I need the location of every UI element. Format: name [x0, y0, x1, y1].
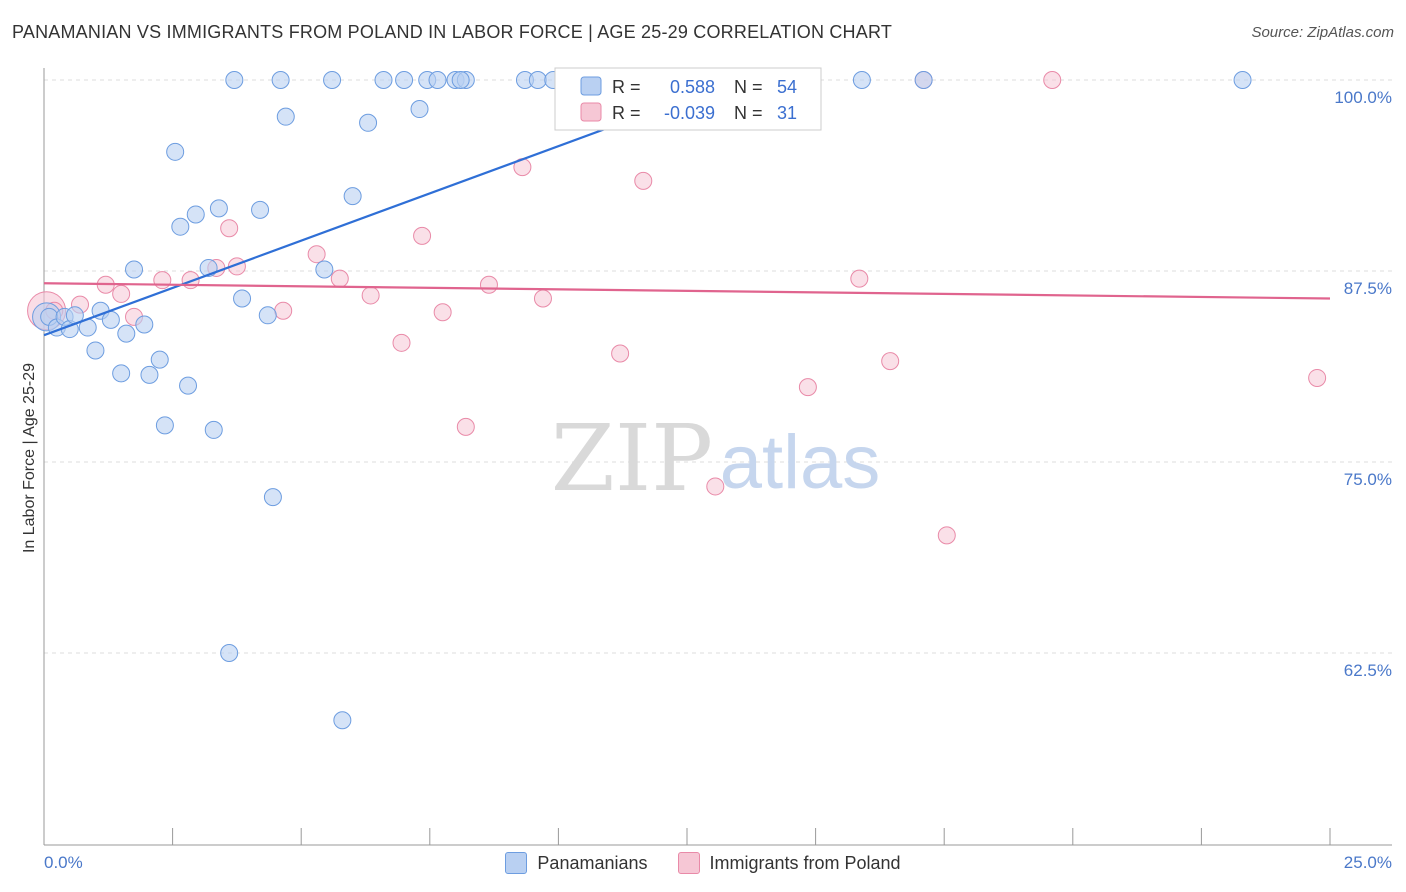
point-panamanians: [86, 341, 105, 360]
point-panamanians: [263, 488, 282, 507]
point-panamanians: [125, 260, 144, 279]
legend-n-label-2: N =: [734, 103, 763, 123]
point-poland: [220, 219, 239, 238]
point-panamanians: [112, 364, 131, 383]
point-panamanians: [914, 71, 933, 89]
point-poland: [881, 352, 900, 371]
legend-label-panamanians: Panamanians: [537, 852, 648, 873]
series-panamanians-points: [32, 71, 1252, 730]
point-panamanians: [410, 100, 429, 119]
legend-swatch-pink: [580, 102, 602, 122]
point-panamanians: [451, 71, 470, 89]
legend-r-label-1: R =: [612, 77, 641, 97]
watermark: ZIP atlas: [551, 405, 880, 512]
legend-r-label-2: R =: [612, 103, 641, 123]
point-panamanians: [251, 200, 270, 219]
point-panamanians: [528, 71, 547, 89]
point-poland: [611, 344, 630, 363]
point-poland: [112, 284, 131, 303]
point-panamanians: [428, 71, 447, 89]
point-panamanians: [166, 142, 185, 161]
legend-label-poland: Immigrants from Poland: [709, 852, 901, 873]
trend-line-poland: [43, 282, 1331, 300]
point-panamanians: [258, 306, 277, 325]
gridlines: [44, 79, 1392, 654]
watermark-zip: ZIP: [551, 405, 713, 512]
legend-r-value-1: 0.588: [670, 77, 715, 97]
y-tick-label: 87.5%: [1344, 279, 1392, 298]
point-panamanians: [117, 324, 136, 343]
point-panamanians: [135, 315, 154, 334]
point-poland: [413, 226, 432, 245]
point-panamanians: [315, 260, 334, 279]
point-poland: [392, 333, 411, 352]
y-tick-label: 100.0%: [1334, 88, 1392, 107]
point-poland: [937, 526, 956, 545]
point-poland: [533, 289, 552, 308]
legend-item-poland[interactable]: Immigrants from Poland: [677, 852, 901, 874]
series-legend: Panamanians Immigrants from Poland: [0, 852, 1406, 874]
point-panamanians: [140, 365, 159, 384]
point-poland: [634, 171, 653, 190]
point-panamanians: [852, 71, 871, 89]
legend-item-panamanians[interactable]: Panamanians: [505, 852, 648, 874]
chart-source: Source: ZipAtlas.com: [1251, 24, 1394, 41]
point-panamanians: [171, 217, 190, 236]
point-poland: [1043, 71, 1062, 89]
point-panamanians: [323, 71, 342, 89]
y-tick-label: 75.0%: [1344, 470, 1392, 489]
point-panamanians: [359, 113, 378, 132]
point-panamanians: [186, 205, 205, 224]
point-panamanians: [179, 376, 198, 395]
point-poland: [456, 417, 475, 436]
point-poland: [479, 275, 498, 294]
point-panamanians: [276, 107, 295, 126]
point-poland: [361, 286, 380, 305]
legend-r-value-2: -0.039: [664, 103, 715, 123]
point-panamanians: [343, 187, 362, 206]
point-poland: [706, 477, 725, 496]
point-panamanians: [333, 711, 352, 730]
point-panamanians: [220, 644, 239, 662]
correlation-legend: R = 0.588 N = 54 R = -0.039 N = 31: [554, 67, 822, 131]
watermark-atlas: atlas: [720, 420, 881, 505]
y-tick-label: 62.5%: [1344, 661, 1392, 680]
point-poland: [850, 269, 869, 288]
point-panamanians: [395, 71, 414, 89]
x-tick-label-1: 25.0%: [1344, 853, 1392, 872]
point-panamanians: [271, 71, 290, 89]
point-panamanians: [209, 199, 228, 218]
point-poland: [274, 301, 293, 320]
legend-swatch-panamanians: [505, 852, 528, 874]
y-axis-title: In Labor Force | Age 25-29: [21, 363, 38, 553]
point-panamanians: [1233, 71, 1252, 89]
point-panamanians: [204, 420, 223, 439]
point-poland: [307, 245, 326, 264]
legend-n-value-2: 31: [777, 103, 797, 123]
legend-swatch-blue: [580, 76, 602, 96]
legend-n-value-1: 54: [777, 77, 797, 97]
point-poland: [433, 303, 452, 322]
point-poland: [153, 271, 172, 290]
point-poland: [798, 378, 817, 397]
point-panamanians: [150, 350, 169, 369]
point-panamanians: [233, 289, 252, 308]
point-panamanians: [155, 416, 174, 435]
x-tick-label-0: 0.0%: [44, 853, 83, 872]
point-panamanians: [374, 71, 393, 89]
point-poland: [1308, 368, 1327, 387]
point-panamanians: [225, 71, 244, 89]
legend-n-label-1: N =: [734, 77, 763, 97]
point-poland: [330, 269, 349, 288]
legend-swatch-poland: [677, 852, 700, 874]
chart-title: PANAMANIAN VS IMMIGRANTS FROM POLAND IN …: [12, 22, 893, 42]
axes: [43, 68, 1392, 846]
axis-labels: 62.5% 75.0% 87.5% 100.0%: [1334, 88, 1392, 680]
